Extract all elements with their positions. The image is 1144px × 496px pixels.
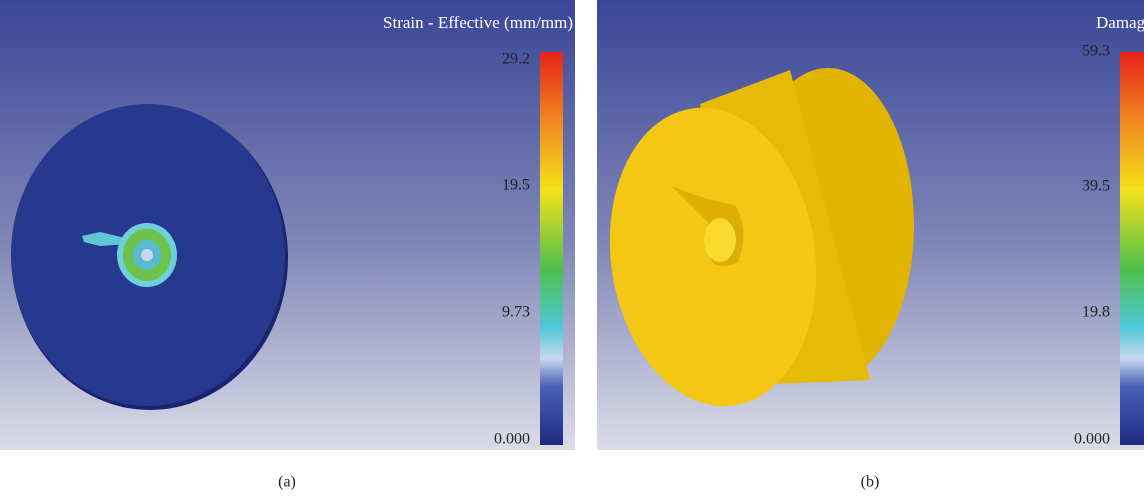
colorbar-label: 39.5 xyxy=(1082,178,1110,195)
panel-a: Strain - Effective (mm/mm) 29.2 19.5 9.7… xyxy=(0,0,575,450)
figure: Strain - Effective (mm/mm) 29.2 19.5 9.7… xyxy=(0,0,1144,496)
colorbar xyxy=(1120,52,1144,445)
colorbar-label: 59.3 xyxy=(1082,43,1110,60)
colorbar-title: Strain - Effective (mm/mm) xyxy=(383,13,573,32)
colorbar-label: 0.000 xyxy=(1074,431,1110,448)
colorbar-label: 29.2 xyxy=(502,51,530,68)
panel-b: Damage 59.3 39.5 19.8 0.000 xyxy=(591,0,1144,450)
colorbar-title: Damage xyxy=(1096,13,1144,32)
colorbar-label: 19.8 xyxy=(1082,304,1110,321)
crater-core xyxy=(704,218,736,262)
caption: (a) xyxy=(278,474,296,491)
colorbar-label: 9.73 xyxy=(502,304,530,321)
colorbar xyxy=(540,52,563,445)
center xyxy=(141,249,153,261)
colorbar-label: 19.5 xyxy=(502,177,530,194)
caption: (b) xyxy=(861,474,880,491)
colorbar-label: 0.000 xyxy=(494,431,530,448)
